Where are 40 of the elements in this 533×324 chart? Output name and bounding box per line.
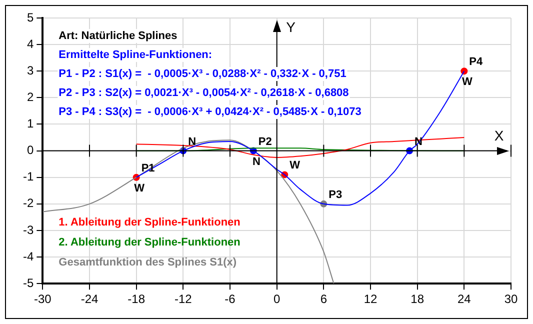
text: 2. Ableitung der Spline-Funktionen — [58, 236, 241, 249]
y-tick-label: 3 — [26, 63, 34, 78]
annotation: W — [462, 76, 473, 88]
y-tick-label: -4 — [23, 249, 34, 264]
x-tick-label: -18 — [128, 292, 146, 306]
text: Gesamtfunktion des Splines S1(x) — [58, 256, 237, 269]
y-axis-title: Y — [286, 18, 296, 35]
annotation: P4 — [469, 56, 484, 68]
y-tick-label: 4 — [26, 36, 34, 51]
x-tick-label: -24 — [80, 292, 98, 306]
x-tick-label: 30 — [504, 292, 518, 306]
x-tick-label: -6 — [224, 292, 236, 306]
x-tick-label: 24 — [457, 292, 472, 306]
x-tick-label: 12 — [364, 292, 378, 306]
annotation: P2 — [258, 136, 272, 148]
y-tick-label: -5 — [23, 276, 34, 290]
annotation: Art: Natürliche Splines — [58, 30, 178, 42]
annotation: N — [188, 136, 196, 148]
x-axis-title: X — [494, 128, 504, 144]
x-tick-label: 18 — [410, 292, 424, 306]
x-tick-label: 6 — [320, 292, 328, 306]
text: 1. Ableitung der Spline-Funktionen — [58, 216, 241, 229]
annotation: W — [134, 182, 146, 194]
annotation: P2 - P3 : S2(x) = 0,0021·X³ - 0,0054·X² - 0,2618·X - 0,6808 — [58, 87, 349, 100]
y-tick-label: -1 — [23, 170, 34, 184]
annotation: Ermittelte Spline-Funktionen: — [58, 49, 212, 62]
y-tick-label: 5 — [26, 10, 34, 24]
y-tick-label: 0 — [26, 143, 34, 158]
annotation: N — [252, 156, 260, 168]
x-tick-label: 0 — [273, 292, 280, 306]
y-tick-label: -2 — [23, 196, 34, 210]
x-tick-label: -30 — [34, 292, 52, 306]
annotation: W — [290, 160, 301, 172]
x-tick-label: -12 — [174, 292, 192, 306]
y-tick-label: -3 — [23, 222, 34, 237]
annotation: P3 - P4 : S3(x) = - 0,0006·X³ + 0,0424·X² - 0,5485·X - 0,1073 — [58, 106, 362, 118]
y-tick-label: 1 — [26, 116, 34, 131]
y-tick-label: 2 — [26, 90, 34, 104]
annotation: P3 — [328, 188, 342, 201]
annotation: P1 - P2 : S1(x) = - 0,0005·X³ - 0,0288·X² - 0,332·X - 0,751 — [58, 68, 346, 80]
